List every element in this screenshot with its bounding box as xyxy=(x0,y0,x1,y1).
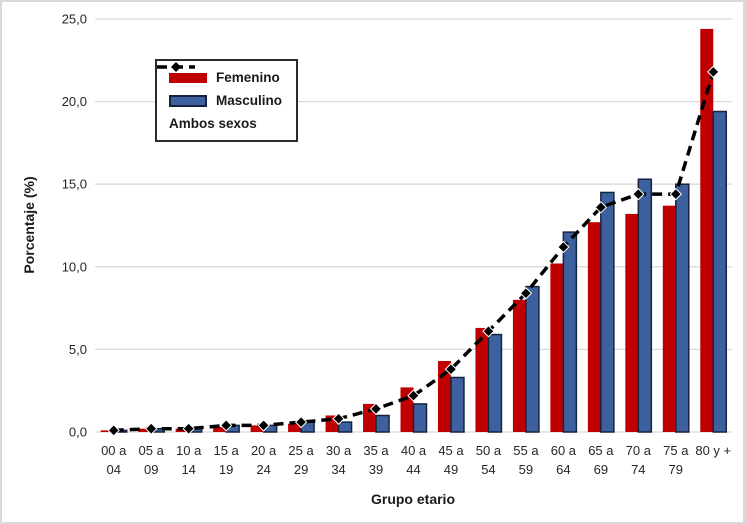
x-tick-label: 69 xyxy=(594,462,608,477)
masculino-bar-swatch-icon xyxy=(169,94,207,107)
x-tick-label: 50 a xyxy=(476,443,502,458)
x-tick-label: 74 xyxy=(631,462,645,477)
bar-masculino xyxy=(337,421,353,433)
legend-label-ambos-sexos: Ambos sexos xyxy=(169,116,257,131)
bar-femenino xyxy=(288,423,302,432)
bar-femenino xyxy=(437,360,451,432)
x-tick-label: 35 a xyxy=(363,443,389,458)
x-tick-label: 80 y + xyxy=(695,443,731,458)
bar-masculino xyxy=(637,178,653,433)
x-tick-label: 10 a xyxy=(176,443,202,458)
x-tick-label: 60 a xyxy=(551,443,577,458)
y-tick-label: 5,0 xyxy=(69,342,87,357)
legend-item-masculino: Masculino xyxy=(169,93,282,108)
x-tick-label: 40 a xyxy=(401,443,427,458)
diamond-marker xyxy=(144,422,158,435)
x-tick-label: 30 a xyxy=(326,443,352,458)
bar-masculino xyxy=(712,110,728,433)
bar-femenino xyxy=(625,213,639,432)
legend-label-masculino: Masculino xyxy=(216,93,283,108)
y-tick-label: 10,0 xyxy=(62,259,87,274)
x-tick-label: 39 xyxy=(369,462,383,477)
y-tick-label: 20,0 xyxy=(62,94,87,109)
bar-femenino xyxy=(512,299,526,432)
diamond-marker xyxy=(369,402,383,416)
bar-femenino xyxy=(250,425,264,432)
diamond-marker xyxy=(444,363,458,376)
x-tick-label: 34 xyxy=(331,462,345,477)
y-axis-title: Porcentaje (%) xyxy=(21,176,37,274)
x-tick-label: 45 a xyxy=(438,443,464,458)
bar-femenino xyxy=(475,327,489,432)
diamond-marker xyxy=(107,424,120,437)
bar-femenino xyxy=(138,428,152,432)
bar-masculino xyxy=(412,403,428,433)
x-tick-label: 49 xyxy=(444,462,458,477)
y-tick-label: 0,0 xyxy=(69,425,87,440)
diamond-marker xyxy=(519,287,533,300)
diamond-marker xyxy=(482,325,495,338)
diamond-marker xyxy=(707,65,720,79)
bar-femenino xyxy=(550,263,564,432)
femenino-bar-swatch-icon xyxy=(169,72,207,83)
y-tick-label: 25,0 xyxy=(62,12,87,27)
diamond-marker xyxy=(219,419,233,432)
x-tick-label: 54 xyxy=(481,462,495,477)
bar-femenino xyxy=(587,222,601,432)
x-tick-label: 65 a xyxy=(588,443,614,458)
x-tick-label: 59 xyxy=(519,462,533,477)
diamond-marker xyxy=(669,187,683,201)
x-tick-label: 55 a xyxy=(513,443,539,458)
x-tick-label: 70 a xyxy=(626,443,652,458)
x-tick-label: 64 xyxy=(556,462,570,477)
bar-masculino xyxy=(600,191,615,433)
x-tick-label: 14 xyxy=(181,462,195,477)
legend-item-ambos-sexos: Ambos sexos xyxy=(157,62,282,131)
diamond-marker xyxy=(257,419,270,432)
diamond-marker xyxy=(332,412,345,425)
bar-masculino xyxy=(675,183,690,433)
x-tick-label: 24 xyxy=(256,462,270,477)
legend-item-femenino: Femenino xyxy=(169,70,282,85)
x-tick-label: 09 xyxy=(144,462,158,477)
bar-masculino xyxy=(562,231,578,433)
diamond-marker xyxy=(407,389,420,402)
ambos-sexos-line xyxy=(113,71,715,433)
x-tick-label: 20 a xyxy=(251,443,277,458)
legend: Femenino Masculino Ambos sexos xyxy=(155,59,299,142)
diamond-marker xyxy=(632,187,645,201)
bar-masculino xyxy=(375,414,390,433)
x-tick-label: 29 xyxy=(294,462,308,477)
x-tick-label: 05 a xyxy=(139,443,165,458)
diamond-marker xyxy=(294,415,308,429)
bar-femenino xyxy=(100,430,114,432)
dashed-line-swatch-icon xyxy=(157,62,195,72)
bar-masculino xyxy=(525,285,540,433)
x-tick-label: 75 a xyxy=(663,443,689,458)
x-tick-label: 44 xyxy=(406,462,420,477)
bar-femenino xyxy=(213,427,227,432)
y-tick-label: 15,0 xyxy=(62,177,87,192)
legend-label-femenino: Femenino xyxy=(216,70,280,85)
x-axis-title: Grupo etario xyxy=(370,491,456,507)
diamond-marker xyxy=(594,201,608,214)
x-tick-label: 15 a xyxy=(213,443,239,458)
x-tick-label: 25 a xyxy=(288,443,314,458)
x-tick-label: 04 xyxy=(107,462,121,477)
diamond-marker xyxy=(557,240,570,254)
x-tick-label: 19 xyxy=(219,462,233,477)
bar-masculino xyxy=(450,376,465,433)
bar-femenino xyxy=(700,28,714,433)
x-tick-label: 00 a xyxy=(101,443,127,458)
diamond-marker xyxy=(182,422,195,435)
bar-femenino xyxy=(662,205,676,432)
bar-masculino xyxy=(487,333,503,433)
x-tick-label: 79 xyxy=(669,462,683,477)
